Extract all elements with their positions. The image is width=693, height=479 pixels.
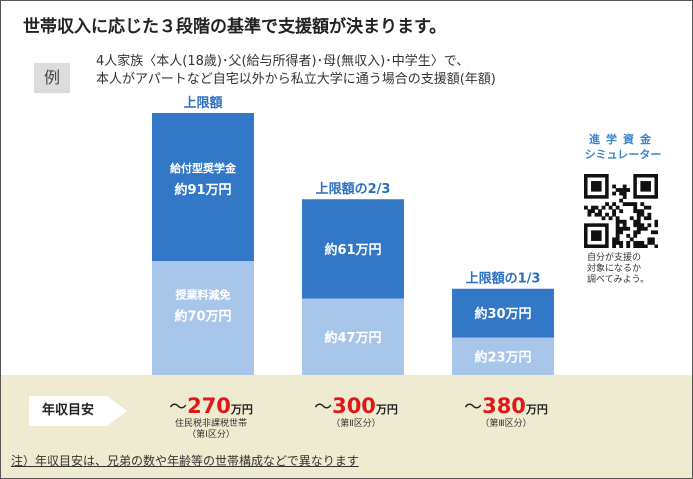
qr-code-icon[interactable] <box>584 174 658 248</box>
tier-sub-1: 住民税非課税世帯 <box>174 419 247 429</box>
bar-grant-scholarship <box>302 199 404 299</box>
tuition-value-label: 約70万円 <box>174 309 231 325</box>
bar-category-label: 上限額の1/3 <box>466 271 541 287</box>
bar-tuition-waiver <box>302 298 404 375</box>
example-badge: 例 <box>34 63 70 93</box>
tier-sub-1: （第Ⅲ区分） <box>480 419 532 429</box>
tier-sub-2: （第Ⅰ区分） <box>187 430 235 440</box>
tier-amount-number: 270 <box>187 394 231 418</box>
simulator-title-line-2: シミュレーター <box>584 148 662 161</box>
page-title: 世帯収入に応じた３段階の基準で支援額が決まります。 <box>23 17 447 37</box>
example-description-line-2: 本人がアパートなど自宅以外から私立大学に通う場合の支援額(年額) <box>96 72 496 87</box>
tier-amount: ～380万円 <box>441 393 571 419</box>
grant-value-label: 約91万円 <box>174 182 231 198</box>
grant-value-label: 約61万円 <box>324 242 381 258</box>
tier-tilde: ～ <box>169 397 188 418</box>
tuition-value-label: 約47万円 <box>324 330 381 346</box>
tier-tilde: ～ <box>464 397 483 418</box>
grant-value-label: 約30万円 <box>474 306 531 322</box>
bar-category-label: 上限額の2/3 <box>316 181 391 197</box>
income-tier-1: ～270万円 住民税非課税世帯 （第Ⅰ区分） <box>141 393 281 441</box>
simulator-title[interactable]: 進学資金 シミュレーター <box>563 132 683 162</box>
tier-amount-unit: 万円 <box>230 403 253 416</box>
series-name-grant: 給付型奨学金 <box>170 161 237 175</box>
income-tier-3: ～380万円 （第Ⅲ区分） <box>441 393 571 430</box>
tier-sub-1: （第Ⅱ区分） <box>331 419 381 429</box>
tier-amount: ～300万円 <box>291 393 421 419</box>
footnote: 注）年収目安は、兄弟の数や年齢等の世帯構成などで異なります <box>11 454 359 468</box>
income-tier-2: ～300万円 （第Ⅱ区分） <box>291 393 421 430</box>
tuition-value-label: 約23万円 <box>474 349 531 365</box>
series-name-tuition: 授業料減免 <box>176 288 231 302</box>
tier-amount-unit: 万円 <box>375 403 398 416</box>
simulator-note-line: 自分が支援の <box>587 253 642 263</box>
bar-grant-scholarship <box>452 288 554 338</box>
simulator-note-line: 対象になるか <box>587 264 642 274</box>
bar-tuition-waiver <box>152 261 254 375</box>
bar-grant-scholarship <box>152 112 254 262</box>
example-description-line-1: 4人家族〈本人(18歳)･父(給与所得者)･母(無収入)･中学生〉で、 <box>96 54 470 69</box>
bar-tuition-waiver <box>452 337 554 375</box>
tier-amount-unit: 万円 <box>525 403 548 416</box>
arrow-right-icon <box>107 396 127 426</box>
simulator-note-line: 調べてみよう。 <box>587 275 650 285</box>
income-guide-label: 年収目安 <box>29 396 107 426</box>
tier-amount: ～270万円 <box>141 393 281 419</box>
income-band <box>1 375 692 478</box>
bar-category-label: 上限額 <box>183 95 222 111</box>
simulator-note: 自分が支援の 対象になるか 調べてみよう。 <box>587 253 649 286</box>
simulator-title-line-1: 進学資金 <box>589 133 657 146</box>
tier-tilde: ～ <box>314 397 333 418</box>
tier-amount-number: 380 <box>482 394 526 418</box>
tier-amount-number: 300 <box>332 394 376 418</box>
